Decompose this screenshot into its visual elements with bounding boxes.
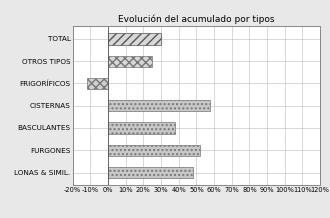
Bar — [108, 145, 200, 156]
Bar — [108, 167, 193, 178]
Bar — [108, 100, 211, 111]
Bar — [108, 33, 161, 44]
Bar — [87, 78, 108, 89]
Bar — [108, 56, 152, 67]
Bar — [108, 123, 175, 134]
Title: Evolución del acumulado por tipos: Evolución del acumulado por tipos — [118, 14, 275, 24]
